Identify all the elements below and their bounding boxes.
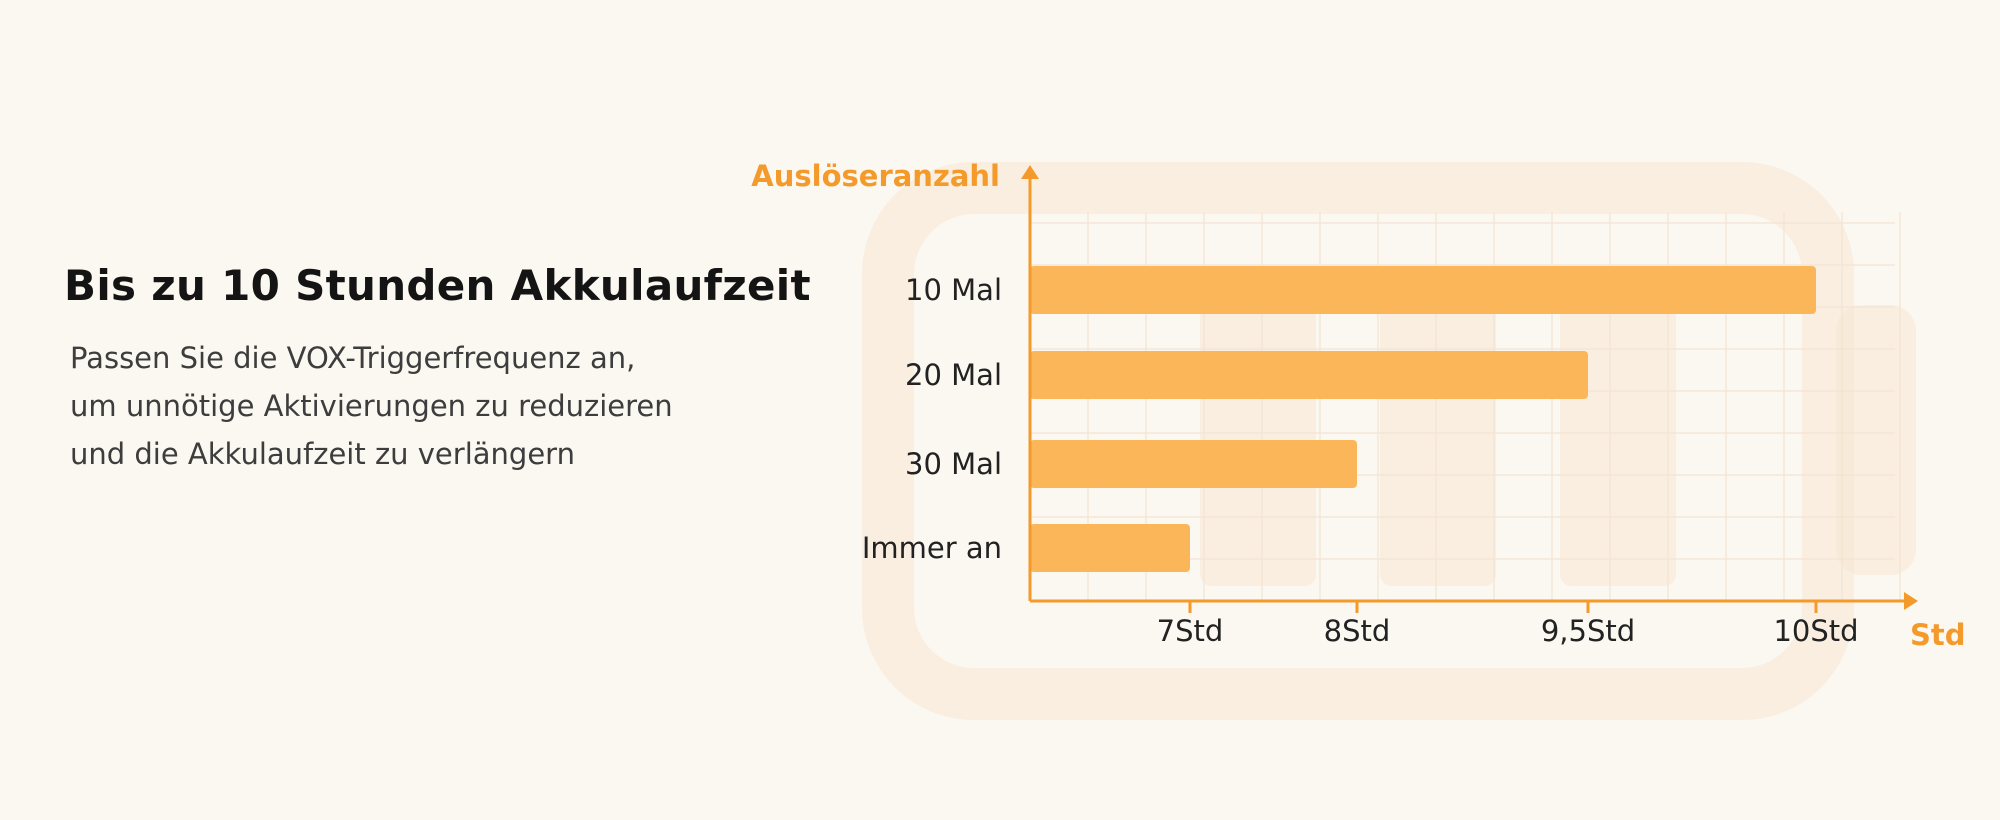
description-line: Passen Sie die VOX-Triggerfrequenz an, <box>70 341 636 375</box>
category-label: 20 Mal <box>905 358 1002 392</box>
bar <box>1030 266 1816 314</box>
text-block: Bis zu 10 Stunden Akkulaufzeit Passen Si… <box>64 256 824 478</box>
category-label: 10 Mal <box>905 273 1002 307</box>
category-label: 30 Mal <box>905 447 1002 481</box>
x-tick-label: 7Std <box>1157 614 1224 648</box>
bar <box>1030 524 1190 572</box>
y-axis-arrow-icon <box>1021 165 1039 179</box>
description-line: um unnötige Aktivierungen zu reduzieren <box>70 389 673 423</box>
bar <box>1030 440 1357 488</box>
y-axis-title: Auslöseranzahl <box>751 159 1000 193</box>
chart-bars <box>1030 266 1816 572</box>
bar <box>1030 351 1588 399</box>
chart-labels: 10 Mal 20 Mal 30 Mal Immer an 7Std 8Std 9,5Std… <box>751 159 1965 652</box>
x-tick-label: 9,5Std <box>1541 614 1635 648</box>
chart-axes <box>1021 165 1918 613</box>
description: Passen Sie die VOX-Triggerfrequenz an, u… <box>70 334 824 478</box>
x-axis-arrow-icon <box>1904 592 1918 610</box>
description-line: und die Akkulaufzeit zu verlängern <box>70 437 575 471</box>
x-tick-label: 10Std <box>1773 614 1858 648</box>
x-tick-label: 8Std <box>1324 614 1391 648</box>
x-axis-title: Std <box>1910 618 1966 652</box>
category-label: Immer an <box>862 531 1002 565</box>
headline: Bis zu 10 Stunden Akkulaufzeit <box>64 261 811 310</box>
